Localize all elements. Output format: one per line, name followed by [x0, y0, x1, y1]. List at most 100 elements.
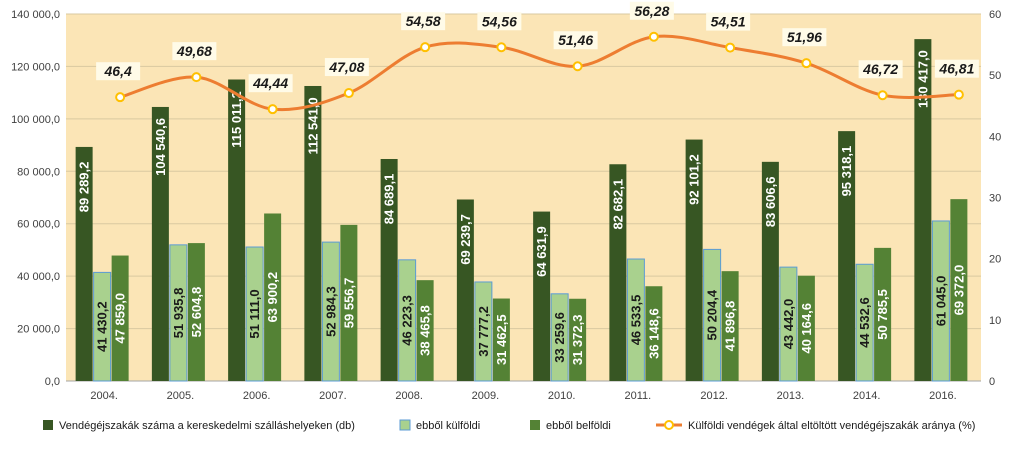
bar-kulfoldi: [93, 271, 112, 382]
bar-data-label: 52 984,3: [323, 286, 338, 337]
bar-data-label: 40 164,6: [799, 303, 814, 354]
line-data-label: 51,46: [558, 32, 593, 48]
line-data-label: 54,58: [406, 13, 441, 29]
bar-kulfoldi: [169, 244, 188, 382]
bar-belfoldi: [645, 286, 663, 381]
line-marker: [496, 42, 507, 53]
line-data-label: 46,4: [104, 63, 132, 79]
line-label-box: [629, 1, 674, 20]
bar-data-label: 50 204,4: [705, 289, 720, 340]
bar-data-label: 115 011,2: [229, 91, 244, 147]
bar-belfoldi: [721, 271, 739, 381]
line-marker: [420, 42, 431, 53]
bar-total: [228, 79, 246, 382]
line-data-label: 46,81: [938, 61, 974, 77]
y-left-tick-label: 40 000,0: [17, 271, 60, 283]
bar-kulfoldi: [779, 266, 798, 382]
bar-kulfoldi: [550, 293, 569, 382]
bar-data-label: 51 935,8: [171, 288, 186, 339]
bar-data-label: 43 442,0: [781, 299, 796, 350]
y-left-tick-label: 80 000,0: [17, 166, 60, 178]
bar-kulfoldi: [398, 259, 417, 382]
legend-label: Vendégéjszakák száma a kereskedelmi szál…: [59, 420, 355, 432]
bar-data-label: 50 785,5: [875, 289, 890, 340]
x-tick-label: 2010.: [548, 390, 576, 402]
y-left-tick-label: 140 000,0: [11, 9, 60, 21]
bar-belfoldi: [187, 243, 205, 381]
line-marker: [115, 92, 126, 103]
line-data-label: 47,08: [328, 59, 364, 75]
bar-kulfoldi: [931, 220, 950, 382]
bar-data-label: 41 430,2: [95, 301, 110, 352]
bar-data-label: 63 900,2: [265, 272, 280, 323]
bar-belfoldi: [569, 298, 587, 381]
bar-belfoldi: [950, 199, 968, 381]
bar-data-label: 51 111,0: [247, 289, 262, 338]
line-marker: [725, 42, 736, 53]
bar-belfoldi: [492, 298, 510, 381]
line-data-label: 46,72: [862, 61, 898, 77]
line-label-box: [324, 58, 369, 77]
line-label-box: [706, 12, 751, 31]
y-left-tick-label: 120 000,0: [11, 61, 60, 73]
bar-data-label: 92 101,2: [687, 154, 702, 205]
line-label-box: [934, 59, 979, 78]
bar-data-label: 36 148,6: [646, 308, 661, 359]
bar-data-label: 84 689,1: [382, 174, 397, 225]
bar-total: [456, 199, 474, 381]
bar-total: [838, 131, 856, 381]
bar-data-label: 112 541,0: [305, 97, 320, 154]
x-tick-label: 2014.: [853, 390, 881, 402]
y-left-tick-label: 100 000,0: [11, 114, 60, 126]
bar-data-label: 59 556,7: [341, 278, 356, 329]
bar-kulfoldi: [474, 281, 493, 382]
bar-data-label: 104 540,6: [153, 118, 168, 176]
line-marker: [801, 58, 812, 69]
line-marker: [267, 104, 278, 115]
bar-data-label: 64 631,9: [534, 226, 549, 277]
y-right-tick-label: 30: [989, 193, 1001, 205]
bar-total: [533, 211, 551, 381]
bar-data-label: 31 372,3: [570, 315, 585, 366]
bar-data-label: 69 239,7: [458, 214, 473, 265]
bar-belfoldi: [797, 275, 815, 381]
bar-data-label: 31 462,5: [494, 314, 509, 365]
x-tick-label: 2009.: [472, 390, 500, 402]
line-label-box: [477, 12, 522, 31]
legend-label: ebből belföldi: [546, 420, 611, 432]
bar-kulfoldi: [703, 248, 722, 382]
y-right-tick-label: 50: [989, 70, 1001, 82]
y-right-tick-label: 10: [989, 315, 1001, 327]
x-tick-label: 2016.: [929, 390, 957, 402]
bar-total: [914, 39, 932, 381]
plot-area: [66, 14, 981, 381]
bar-total: [151, 106, 169, 381]
bar-total: [304, 85, 322, 381]
bar-total: [609, 164, 627, 381]
line-marker: [343, 88, 354, 99]
x-tick-label: 2011.: [625, 390, 652, 402]
x-tick-label: 2006.: [243, 390, 271, 402]
bar-belfoldi: [340, 224, 358, 381]
bar-kulfoldi: [321, 241, 340, 382]
bar-data-label: 89 289,2: [77, 162, 92, 213]
bar-belfoldi: [264, 213, 282, 381]
line-marker: [572, 61, 583, 72]
bar-data-label: 95 318,1: [839, 146, 854, 197]
line-data-label: 56,28: [634, 3, 669, 19]
bar-data-label: 61 045,0: [933, 276, 948, 327]
bar-total: [380, 158, 398, 381]
bar-data-label: 130 417,0: [915, 50, 930, 108]
line-data-label: 54,56: [482, 13, 517, 29]
line-label-box: [172, 42, 217, 61]
line-data-label: 44,44: [252, 75, 288, 91]
x-tick-label: 2004.: [90, 390, 118, 402]
y-right-tick-label: 0: [989, 376, 995, 388]
legend-swatch: [530, 420, 540, 430]
line-label-box: [858, 60, 903, 79]
x-tick-label: 2013.: [777, 390, 805, 402]
bar-kulfoldi: [626, 258, 645, 382]
bar-data-label: 52 604,8: [189, 287, 204, 338]
bar-total: [75, 146, 93, 381]
